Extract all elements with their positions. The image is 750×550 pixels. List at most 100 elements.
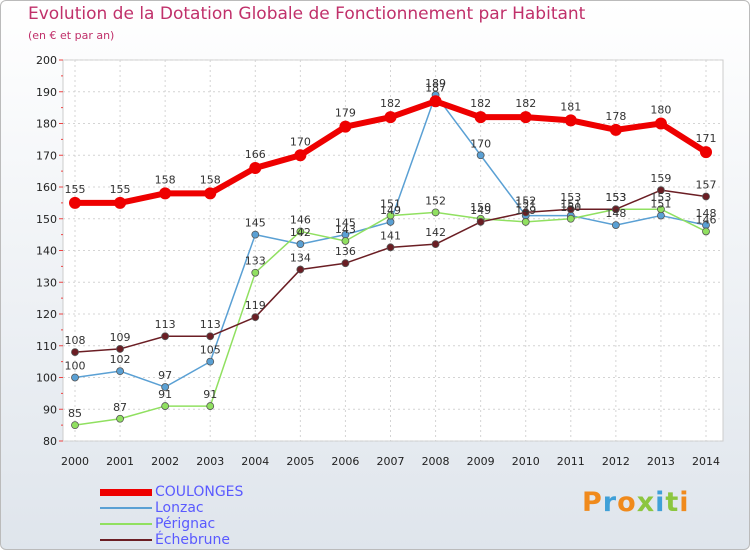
point-perignac [251, 268, 260, 277]
data-label-echebrune: 153 [560, 191, 581, 204]
y-tick-label: 130 [36, 276, 57, 289]
data-label-perignac: 146 [696, 213, 717, 226]
axis-layer: 80 90 100 110 120 130 140 150 160 170 180 190 200 200… [36, 54, 720, 468]
data-label-echebrune: 109 [110, 331, 131, 344]
data-label-coulonges: 182 [515, 97, 536, 110]
data-label-perignac: 151 [380, 198, 401, 211]
point-echebrune [702, 192, 710, 201]
y-tick-label: 100 [36, 372, 57, 385]
point-perignac [296, 227, 305, 236]
x-tick-label: 2014 [692, 455, 720, 468]
y-tick-label: 80 [43, 435, 57, 448]
point-echebrune [251, 313, 260, 322]
point-perignac [386, 211, 395, 220]
point-echebrune [161, 332, 170, 341]
y-tick-label: 170 [36, 149, 57, 162]
point-coulonges [114, 196, 127, 209]
point-coulonges [654, 117, 667, 130]
data-label-lonzac: 148 [696, 207, 717, 220]
legend-item-coulonges: COULONGES [100, 484, 360, 500]
x-tick-label: 2013 [647, 455, 675, 468]
point-coulonges [384, 111, 397, 124]
point-lonzac [251, 230, 260, 239]
legend-swatch-perignac [100, 523, 152, 525]
x-tick-label: 2006 [331, 455, 359, 468]
data-label-echebrune: 157 [696, 179, 717, 192]
point-perignac [566, 214, 575, 223]
point-perignac [341, 237, 350, 245]
data-label-layer: 100 102 97 105 145 142 145 149 189 170 151 151 148 15… [65, 77, 717, 420]
point-coulonges [294, 149, 307, 162]
legend: COULONGES Lonzac Pérignac Échebrune [100, 484, 360, 548]
data-label-echebrune: 153 [605, 191, 626, 204]
point-lonzac [116, 367, 124, 376]
point-perignac [206, 402, 215, 410]
data-label-perignac: 152 [425, 194, 446, 207]
y-tick-label: 140 [36, 245, 57, 258]
x-tick-label: 2009 [467, 455, 495, 468]
legend-label-echebrune: Échebrune [155, 532, 231, 548]
proxiti-logo: Proxiti [582, 487, 690, 518]
y-tick-label: 190 [36, 86, 57, 99]
data-label-echebrune: 142 [425, 226, 446, 239]
data-label-echebrune: 108 [65, 334, 86, 347]
y-tick-label: 200 [36, 54, 57, 67]
legend-label-lonzac: Lonzac [155, 500, 204, 516]
x-tick-label: 2008 [422, 455, 450, 468]
point-echebrune [521, 208, 530, 217]
data-label-perignac: 85 [68, 407, 82, 420]
data-label-coulonges: 155 [65, 183, 86, 196]
data-label-lonzac: 170 [470, 137, 491, 150]
data-label-echebrune: 149 [470, 204, 491, 217]
y-tick-label: 120 [36, 308, 57, 321]
point-coulonges [519, 111, 532, 124]
point-perignac [71, 421, 79, 430]
point-lonzac [611, 221, 620, 230]
data-label-coulonges: 182 [470, 97, 491, 110]
point-perignac [657, 205, 665, 214]
data-label-coulonges: 158 [200, 173, 221, 186]
series-layer [69, 91, 712, 430]
data-label-perignac: 91 [158, 388, 172, 401]
data-label-coulonges: 158 [155, 173, 176, 186]
data-label-coulonges: 166 [245, 148, 266, 161]
legend-swatch-lonzac [100, 507, 152, 509]
data-label-lonzac: 145 [245, 217, 266, 230]
x-tick-label: 2000 [61, 455, 89, 468]
point-echebrune [566, 205, 575, 214]
data-label-coulonges: 171 [696, 132, 717, 145]
data-label-lonzac: 142 [290, 226, 311, 239]
y-tick-label: 110 [36, 340, 57, 353]
point-perignac [521, 218, 530, 226]
point-coulonges [204, 187, 217, 200]
data-label-perignac: 150 [470, 201, 491, 214]
legend-item-echebrune: Échebrune [100, 532, 360, 548]
x-tick-label: 2004 [241, 455, 269, 468]
data-label-echebrune: 134 [290, 252, 311, 265]
y-tick-label: 150 [36, 213, 57, 226]
point-echebrune [206, 332, 215, 341]
point-perignac [702, 227, 710, 236]
data-label-lonzac: 151 [560, 198, 581, 211]
legend-item-lonzac: Lonzac [100, 500, 360, 516]
y-tick-label: 90 [43, 403, 57, 416]
point-lonzac [161, 383, 170, 391]
data-label-lonzac: 189 [425, 77, 446, 90]
data-label-lonzac: 148 [605, 207, 626, 220]
y-tick-label: 180 [36, 118, 57, 131]
data-label-echebrune: 119 [245, 299, 266, 312]
point-coulonges [159, 187, 172, 200]
point-lonzac [476, 151, 485, 160]
x-tick-label: 2012 [602, 455, 630, 468]
data-label-echebrune: 113 [155, 318, 176, 331]
data-label-perignac: 149 [515, 204, 536, 217]
legend-swatch-echebrune [100, 539, 152, 541]
x-tick-label: 2005 [286, 455, 314, 468]
data-label-lonzac: 151 [650, 198, 671, 211]
data-label-echebrune: 113 [200, 318, 221, 331]
data-label-coulonges: 178 [605, 110, 626, 123]
data-label-lonzac: 102 [110, 353, 131, 366]
legend-label-perignac: Pérignac [155, 516, 216, 532]
data-label-lonzac: 97 [158, 369, 172, 382]
point-coulonges [700, 146, 712, 159]
